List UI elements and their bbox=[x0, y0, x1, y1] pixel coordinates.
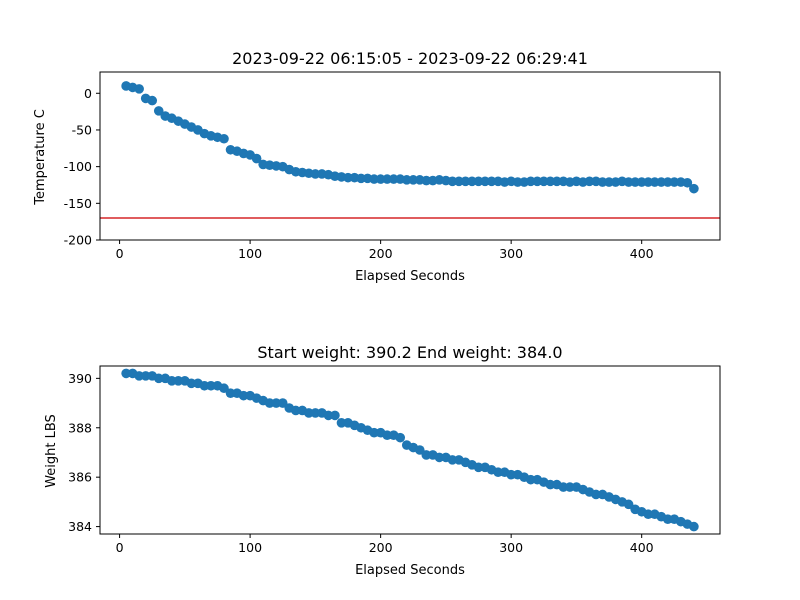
weight-x-tick-label: 0 bbox=[116, 540, 124, 555]
temperature-x-tick-label: 300 bbox=[499, 246, 523, 261]
weight-data-point bbox=[277, 398, 288, 408]
temperature-data-point bbox=[219, 133, 229, 144]
temperature-data-point bbox=[689, 183, 699, 194]
weight-chart-xlabel: Elapsed Seconds bbox=[355, 563, 465, 578]
temperature-y-tick-label: -200 bbox=[64, 233, 92, 248]
weight-axes-frame bbox=[99, 365, 721, 535]
temperature-axes-frame bbox=[99, 71, 721, 241]
weight-y-tick-label: 384 bbox=[68, 519, 92, 534]
temperature-data-point bbox=[134, 84, 144, 94]
temperature-data-point bbox=[153, 106, 164, 116]
weight-x-tick-label: 100 bbox=[238, 540, 262, 555]
weight-data-point bbox=[395, 432, 406, 443]
temperature-y-tick-label: -50 bbox=[72, 122, 92, 137]
temperature-chart-xlabel: Elapsed Seconds bbox=[355, 269, 465, 284]
weight-y-tick-label: 388 bbox=[68, 420, 92, 435]
temperature-x-tick-label: 200 bbox=[369, 246, 393, 261]
temperature-plot-area: 0 100 200 300 400 0 -50 -100 -150 -200 bbox=[64, 71, 721, 261]
temperature-y-tick-label: -100 bbox=[64, 159, 92, 174]
weight-x-tick-label: 300 bbox=[499, 540, 523, 555]
temperature-x-tick-label: 0 bbox=[116, 246, 124, 261]
weight-chart-ylabel: Weight LBS bbox=[44, 414, 59, 488]
temperature-data-point bbox=[682, 177, 693, 188]
weight-plot-area: 0 100 200 300 400 384 386 388 390 bbox=[68, 365, 721, 555]
temperature-series bbox=[121, 81, 699, 194]
temperature-y-tick-label: -150 bbox=[64, 196, 92, 211]
temperature-data-point bbox=[147, 95, 158, 106]
weight-x-tick-label: 400 bbox=[630, 540, 654, 555]
temperature-chart-ylabel: Temperature C bbox=[33, 109, 48, 206]
weight-data-point bbox=[623, 499, 634, 510]
weight-chart-title: Start weight: 390.2 End weight: 384.0 bbox=[257, 343, 562, 362]
weight-x-tick-label: 200 bbox=[369, 540, 393, 555]
weight-series bbox=[121, 368, 699, 532]
temperature-chart-title: 2023-09-22 06:15:05 - 2023-09-22 06:29:4… bbox=[232, 49, 588, 68]
weight-data-point bbox=[219, 383, 229, 394]
weight-y-tick-label: 390 bbox=[68, 371, 92, 386]
temperature-data-point bbox=[251, 153, 262, 164]
temperature-x-tick-label: 100 bbox=[238, 246, 262, 261]
weight-y-tick-label: 386 bbox=[68, 470, 92, 485]
temperature-y-tick-label: 0 bbox=[84, 86, 92, 101]
weight-data-point bbox=[414, 445, 425, 455]
temperature-chart: 2023-09-22 06:15:05 - 2023-09-22 06:29:4… bbox=[33, 49, 721, 284]
weight-data-point bbox=[330, 410, 340, 421]
weight-chart: Start weight: 390.2 End weight: 384.0 El… bbox=[44, 343, 721, 578]
weight-data-point bbox=[689, 521, 699, 532]
temperature-x-tick-label: 400 bbox=[630, 246, 654, 261]
